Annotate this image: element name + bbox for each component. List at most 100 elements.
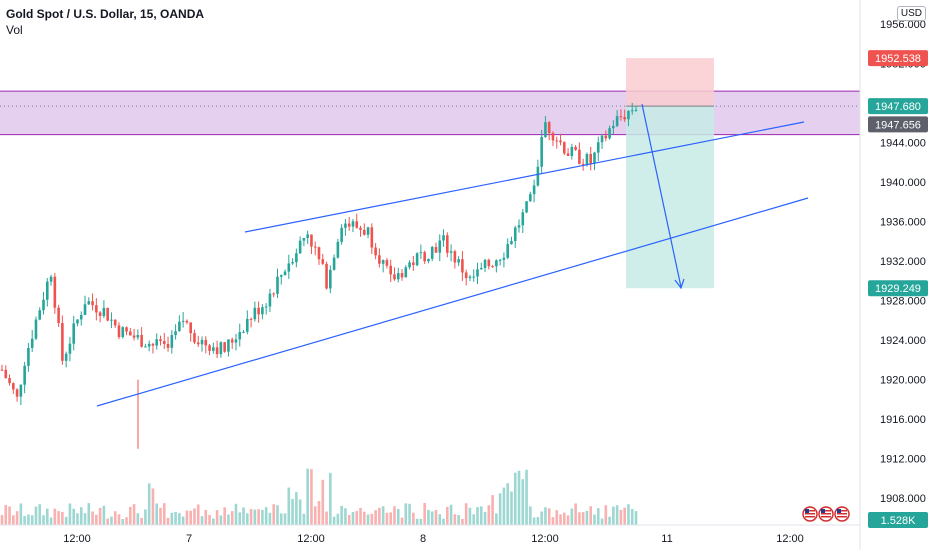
volume-bar: [110, 516, 113, 525]
volume-bar: [34, 506, 38, 525]
volume-bar: [53, 508, 57, 525]
volume-bar: [329, 472, 332, 525]
volume-bar: [442, 518, 445, 525]
candle-body: [419, 252, 423, 254]
symbol-title: Gold Spot / U.S. Dollar, 15, OANDA: [6, 7, 205, 21]
candle-body: [276, 276, 279, 294]
candle-body: [245, 318, 249, 332]
currency-button[interactable]: USD: [896, 6, 926, 21]
price-tick-label: 1956.000: [880, 19, 926, 31]
stop-price-label-box: [868, 50, 928, 67]
flag-icon[interactable]: [802, 506, 818, 522]
volume-bar: [396, 508, 400, 525]
volume-bar: [529, 506, 532, 525]
volume-bar: [359, 507, 362, 525]
candle-body: [313, 246, 317, 248]
candle-body: [27, 347, 30, 366]
candle-body: [336, 241, 340, 258]
candle-body: [162, 341, 166, 345]
volume-bar: [479, 506, 483, 525]
candle-body: [249, 318, 253, 320]
volume-bar: [634, 511, 638, 525]
volume-bar: [506, 483, 509, 525]
candle-body: [536, 166, 540, 186]
candle-body: [76, 319, 79, 324]
candle-body: [181, 320, 185, 322]
volume-bar: [476, 507, 479, 525]
volume-pane: [0, 468, 638, 525]
volume-bar: [27, 514, 30, 525]
candle-body: [151, 343, 155, 346]
flag-icon[interactable]: [818, 506, 834, 522]
candle-body: [585, 153, 589, 166]
candle-body: [449, 251, 453, 253]
candle-body: [525, 201, 528, 213]
candle-body: [57, 307, 60, 324]
candle-body: [351, 221, 355, 227]
price-tick-label: 1916.000: [880, 414, 926, 426]
candle-body: [200, 339, 204, 345]
volume-bar: [370, 513, 374, 525]
volume-bar: [313, 506, 317, 525]
volume-bar: [381, 506, 385, 525]
candle-body: [189, 322, 192, 334]
candle-body: [242, 331, 245, 333]
candle-body: [400, 273, 404, 278]
volume-bar: [627, 504, 630, 525]
volume-bar: [385, 512, 389, 525]
volume-bar: [287, 487, 291, 525]
volume-bar: [510, 491, 513, 525]
volume-bar: [79, 507, 83, 525]
volume-bar: [336, 513, 340, 525]
candle-body: [423, 252, 426, 262]
candle-body: [559, 140, 562, 143]
price-tick-label: 1944.000: [880, 137, 926, 149]
candle-body: [495, 260, 498, 267]
volume-label: Vol: [6, 23, 23, 37]
volume-bar: [249, 509, 253, 525]
candle-body: [521, 212, 525, 226]
candle-body: [42, 299, 45, 311]
zone-price-label-box: [868, 116, 928, 133]
volume-bar: [151, 488, 155, 525]
candle-body: [23, 365, 26, 385]
volume-bar: [574, 503, 577, 525]
candle-body: [623, 117, 626, 120]
volume-bar: [544, 507, 547, 525]
volume-bar: [276, 505, 279, 525]
trendlines: [96, 103, 809, 407]
volume-bar: [495, 513, 498, 525]
volume-bar: [155, 503, 159, 525]
candle-body: [612, 125, 615, 129]
volume-bar: [404, 503, 408, 525]
volume-bar: [117, 514, 121, 525]
volume-bar: [306, 468, 309, 525]
volume-bar: [279, 513, 283, 525]
candle-body: [283, 271, 287, 276]
volume-bar: [317, 501, 321, 525]
candle-body: [298, 240, 302, 254]
candle-body: [551, 133, 555, 141]
candle-body: [227, 339, 230, 352]
volume-bar: [427, 509, 430, 525]
volume-bar: [457, 515, 460, 525]
volume-bar: [257, 509, 260, 525]
volume-bar: [113, 511, 117, 525]
volume-bar: [321, 479, 325, 525]
volume-bar: [181, 516, 185, 525]
candle-body: [125, 327, 128, 332]
volume-bar: [351, 512, 355, 525]
volume-bar: [106, 518, 109, 525]
volume-bar: [461, 518, 464, 525]
volume-bar: [355, 511, 359, 525]
candle-body: [306, 234, 309, 238]
chart-legend: Gold Spot / U.S. Dollar, 15, OANDA Vol: [6, 6, 204, 38]
candle-body: [208, 345, 211, 351]
flag-icon[interactable]: [834, 506, 850, 522]
candle-body: [381, 260, 385, 264]
volume-bar: [446, 506, 449, 525]
volume-bar: [408, 503, 411, 525]
short-position-tool: [626, 58, 714, 289]
candle-body: [615, 116, 619, 126]
